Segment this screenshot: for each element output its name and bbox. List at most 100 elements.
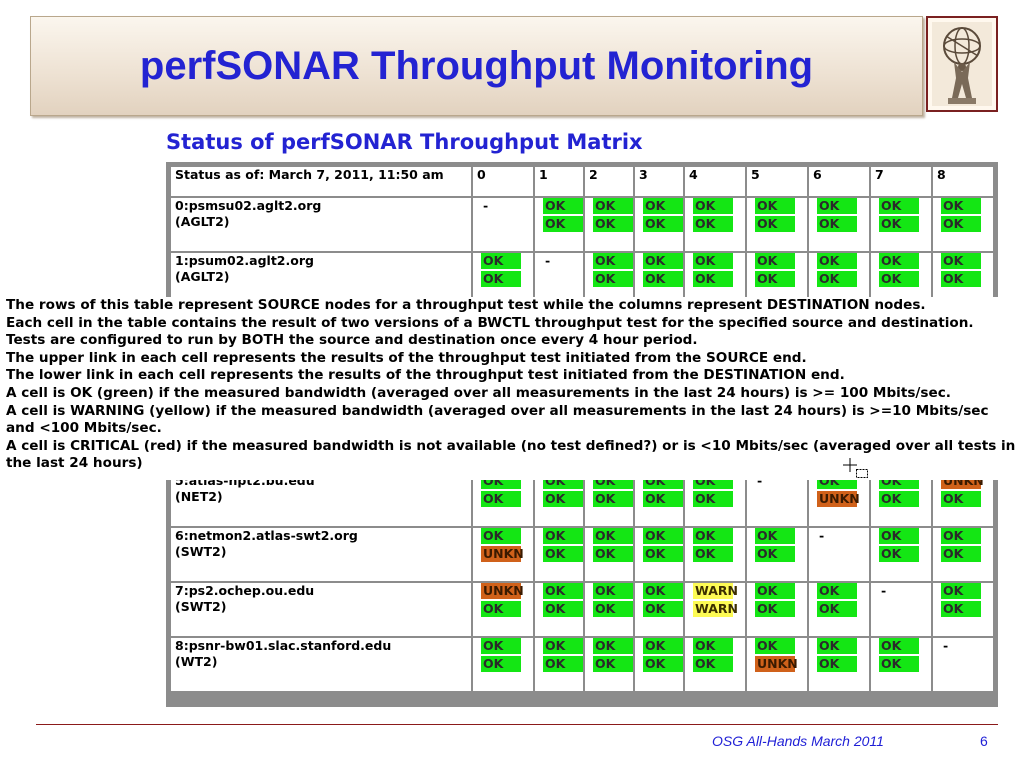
status-link-ok[interactable]: OK [593, 601, 633, 617]
status-link-unkn[interactable]: UNKN [481, 583, 524, 599]
matrix-cell: OK OK [585, 528, 633, 581]
status-link-ok[interactable]: OK [593, 216, 633, 232]
status-link-ok[interactable]: OK [543, 656, 583, 672]
status-link-ok[interactable]: OK [879, 528, 919, 544]
status-link-ok[interactable]: OK [593, 253, 633, 269]
status-link-ok[interactable]: OK [941, 253, 981, 269]
status-link-ok[interactable]: OK [941, 216, 981, 232]
status-link-ok[interactable]: OK [879, 271, 919, 287]
status-link-ok[interactable]: OK [643, 546, 683, 562]
status-link-ok[interactable]: OK [879, 656, 919, 672]
status-link-ok[interactable]: OK [941, 583, 981, 599]
status-link-unkn[interactable]: UNKN [481, 546, 524, 562]
status-link-ok[interactable]: OK [643, 638, 683, 654]
status-link-ok[interactable]: OK [941, 546, 981, 562]
status-link-ok[interactable]: OK [879, 638, 919, 654]
status-link-ok[interactable]: OK [755, 253, 795, 269]
status-link-ok[interactable]: OK [693, 638, 733, 654]
status-link-ok[interactable]: OK [941, 491, 981, 507]
status-link-ok[interactable]: OK [879, 491, 919, 507]
status-link-ok[interactable]: OK [643, 601, 683, 617]
matrix-cell: OK OK [747, 528, 807, 581]
status-link-ok[interactable]: OK [817, 583, 857, 599]
status-link-ok[interactable]: OK [593, 491, 633, 507]
status-link-ok[interactable]: OK [941, 271, 981, 287]
status-link-ok[interactable]: OK [693, 528, 733, 544]
status-link-ok[interactable]: OK [543, 638, 583, 654]
status-link-ok[interactable]: OK [755, 638, 795, 654]
self-test-dash: - [483, 198, 489, 213]
status-link-ok[interactable]: OK [755, 546, 795, 562]
status-link-ok[interactable]: OK [593, 546, 633, 562]
column-header-7: 7 [871, 167, 931, 196]
status-link-ok[interactable]: OK [941, 198, 981, 214]
status-link-ok[interactable]: OK [693, 656, 733, 672]
status-link-ok[interactable]: OK [593, 528, 633, 544]
status-link-ok[interactable]: OK [593, 638, 633, 654]
status-link-ok[interactable]: OK [543, 546, 583, 562]
status-link-ok[interactable]: OK [643, 253, 683, 269]
status-link-ok[interactable]: OK [643, 491, 683, 507]
source-host: 1:psum02.aglt2.org [175, 253, 314, 268]
status-link-ok[interactable]: OK [755, 216, 795, 232]
status-link-ok[interactable]: OK [941, 601, 981, 617]
status-link-ok[interactable]: OK [643, 216, 683, 232]
status-link-ok[interactable]: OK [481, 656, 521, 672]
status-link-ok[interactable]: OK [543, 198, 583, 214]
status-link-ok[interactable]: OK [481, 491, 521, 507]
status-link-ok[interactable]: OK [643, 583, 683, 599]
status-link-ok[interactable]: OK [755, 271, 795, 287]
status-link-ok[interactable]: OK [543, 491, 583, 507]
status-link-ok[interactable]: OK [643, 198, 683, 214]
status-link-ok[interactable]: OK [817, 656, 857, 672]
status-link-unkn[interactable]: UNKN [755, 656, 798, 672]
status-link-ok[interactable]: OK [693, 546, 733, 562]
status-link-ok[interactable]: OK [481, 253, 521, 269]
status-link-ok[interactable]: OK [543, 583, 583, 599]
status-link-ok[interactable]: OK [693, 271, 733, 287]
status-link-ok[interactable]: OK [643, 271, 683, 287]
status-link-ok[interactable]: OK [817, 638, 857, 654]
status-link-ok[interactable]: OK [481, 528, 521, 544]
matrix-cell: OK OK [585, 473, 633, 526]
status-link-ok[interactable]: OK [941, 528, 981, 544]
status-link-ok[interactable]: OK [817, 198, 857, 214]
status-link-warn[interactable]: WARN [693, 601, 738, 617]
status-link-ok[interactable]: OK [755, 198, 795, 214]
status-link-unkn[interactable]: UNKN [817, 491, 860, 507]
row-header: 6:netmon2.atlas-swt2.org (SWT2) [171, 528, 471, 581]
status-link-ok[interactable]: OK [817, 253, 857, 269]
matrix-cell: OK OK [585, 638, 633, 691]
status-link-ok[interactable]: OK [543, 601, 583, 617]
status-link-ok[interactable]: OK [879, 216, 919, 232]
status-link-ok[interactable]: OK [693, 491, 733, 507]
status-link-ok[interactable]: OK [817, 271, 857, 287]
matrix-cell: OK OK [747, 583, 807, 636]
status-link-ok[interactable]: OK [481, 601, 521, 617]
status-link-ok[interactable]: OK [817, 216, 857, 232]
status-link-ok[interactable]: OK [593, 583, 633, 599]
status-link-ok[interactable]: OK [481, 271, 521, 287]
status-link-ok[interactable]: OK [643, 528, 683, 544]
status-link-ok[interactable]: OK [879, 253, 919, 269]
status-link-ok[interactable]: OK [593, 656, 633, 672]
status-link-warn[interactable]: WARN [693, 583, 738, 599]
status-link-ok[interactable]: OK [543, 528, 583, 544]
status-link-ok[interactable]: OK [755, 583, 795, 599]
status-link-ok[interactable]: OK [643, 656, 683, 672]
status-link-ok[interactable]: OK [693, 198, 733, 214]
status-link-ok[interactable]: OK [817, 601, 857, 617]
status-link-ok[interactable]: OK [879, 198, 919, 214]
status-link-ok[interactable]: OK [593, 198, 633, 214]
self-test-dash: - [819, 528, 825, 543]
status-link-ok[interactable]: OK [593, 271, 633, 287]
status-link-ok[interactable]: OK [693, 216, 733, 232]
status-link-ok[interactable]: OK [543, 216, 583, 232]
legend-line: A cell is OK (green) if the measured ban… [6, 384, 951, 401]
title-bar: perfSONAR Throughput Monitoring [30, 16, 923, 116]
status-link-ok[interactable]: OK [879, 546, 919, 562]
status-link-ok[interactable]: OK [481, 638, 521, 654]
status-link-ok[interactable]: OK [755, 528, 795, 544]
status-link-ok[interactable]: OK [755, 601, 795, 617]
status-link-ok[interactable]: OK [693, 253, 733, 269]
